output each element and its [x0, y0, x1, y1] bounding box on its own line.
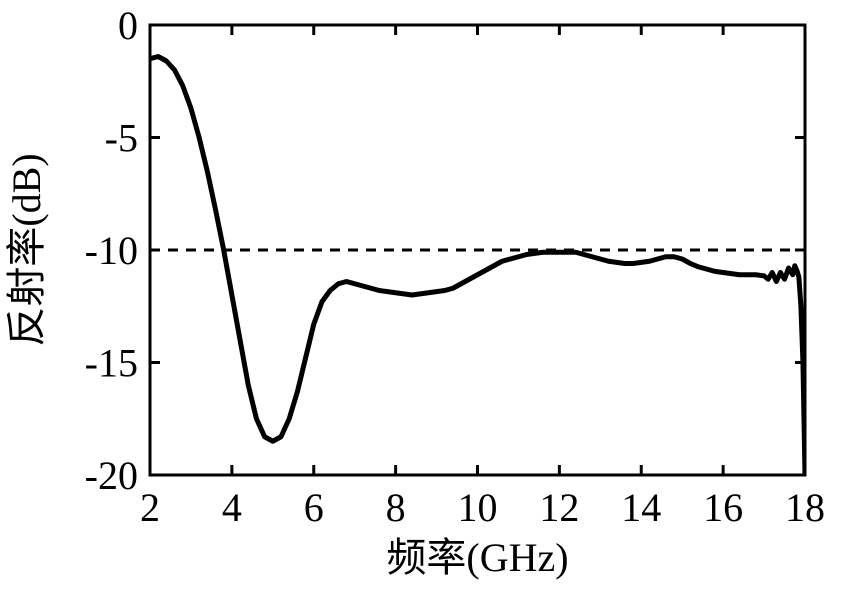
y-tick-label: -15 [85, 341, 138, 386]
x-tick-label: 18 [785, 485, 825, 530]
x-tick-label: 16 [703, 485, 743, 530]
x-tick-label: 12 [539, 485, 579, 530]
x-tick-label: 4 [222, 485, 242, 530]
chart-container: 2 4 6 8 10 12 14 16 18 -20 -15 -10 -5 0 频率(GHz) 反射率(dB) [0, 0, 857, 595]
y-tick-label: -10 [85, 228, 138, 273]
y-tick-label: -5 [105, 116, 138, 161]
x-tick-label: 8 [386, 485, 406, 530]
x-tick-label: 14 [621, 485, 661, 530]
reflectance-chart: 2 4 6 8 10 12 14 16 18 -20 -15 -10 -5 0 频率(GHz) 反射率(dB) [0, 0, 857, 595]
y-tick-label: 0 [118, 3, 138, 48]
y-axis-title: 反射率(dB) [4, 153, 49, 346]
y-tick-label: -20 [85, 453, 138, 498]
x-tick-label: 10 [458, 485, 498, 530]
x-tick-label: 6 [304, 485, 324, 530]
x-tick-label: 2 [140, 485, 160, 530]
x-axis-title: 频率(GHz) [386, 535, 568, 580]
